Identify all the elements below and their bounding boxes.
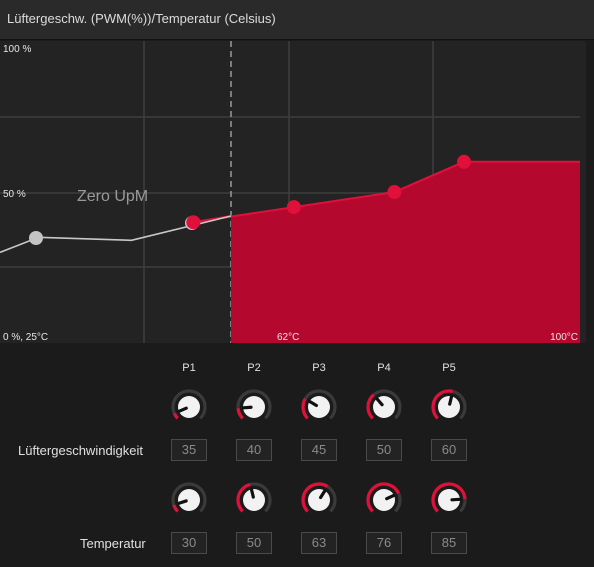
knob-dial [366, 389, 402, 420]
knob-level-arc [301, 398, 309, 420]
knob-dial [301, 389, 337, 420]
temp-knob-p5[interactable] [429, 480, 469, 520]
temp-value-p4[interactable]: 76 [366, 532, 402, 554]
temp-value-p5[interactable]: 85 [431, 532, 467, 554]
point-label-p2: P2 [247, 362, 261, 374]
knob-face [308, 396, 330, 418]
knob-dial [431, 482, 467, 513]
knob-face [178, 489, 200, 511]
knob-face [438, 396, 460, 418]
knob-indicator [375, 397, 384, 407]
knob-dial [366, 482, 402, 513]
knob-indicator [241, 405, 253, 410]
zero-rpm-label: Zero UpM [77, 188, 148, 205]
knob-face [373, 489, 395, 511]
fan-speed-row-label: Lüftergeschwindigkeit [18, 443, 144, 458]
knob-face [308, 489, 330, 511]
point-label-p3: P3 [312, 362, 326, 374]
knob-indicator [448, 395, 454, 406]
temperature-row-label: Temperatur [80, 536, 146, 551]
knob-level-arc [366, 393, 375, 420]
temp-value-p1[interactable]: 30 [171, 532, 207, 554]
curve-point-p3[interactable] [286, 200, 301, 215]
speed-value-p5[interactable]: 60 [431, 439, 467, 461]
speed-knob-p1[interactable] [169, 387, 209, 427]
point-label-p4: P4 [377, 362, 391, 374]
window-title: Lüftergeschw. (PWM(%))/Temperatur (Celsi… [7, 11, 276, 26]
knob-level-arc [301, 482, 329, 513]
knob-level-arc [172, 412, 179, 420]
knob-track [171, 389, 207, 420]
title-bar: Lüftergeschw. (PWM(%))/Temperatur (Celsi… [0, 0, 594, 40]
knob-dial [431, 389, 467, 420]
scrollbar-rail [586, 41, 594, 567]
knob-level-arc [236, 408, 244, 420]
speed-knob-p4[interactable] [364, 387, 404, 427]
knob-dial [171, 482, 207, 513]
x-tick-label-min: 0 %, 25°C [3, 332, 48, 343]
knob-track [171, 482, 207, 513]
temp-knob-p2[interactable] [234, 480, 274, 520]
fan-curve-area [193, 161, 581, 343]
x-tick-label-62: 62°C [277, 332, 299, 343]
speed-value-p4[interactable]: 50 [366, 439, 402, 461]
knob-face [243, 489, 265, 511]
knob-dial [301, 482, 337, 513]
x-tick-label-100: 100°C [550, 332, 578, 343]
knob-level-arc [431, 389, 454, 420]
knob-indicator [177, 406, 188, 413]
knob-level-arc [172, 504, 179, 513]
curve-point-p5[interactable] [457, 154, 471, 169]
knob-indicator [177, 499, 188, 505]
temp-value-p2[interactable]: 50 [236, 532, 272, 554]
knob-level-arc [236, 482, 251, 513]
knob-dial [236, 482, 272, 513]
zero-rpm-point-1 [29, 231, 43, 245]
speed-knob-p5[interactable] [429, 387, 469, 427]
temp-knob-p4[interactable] [364, 480, 404, 520]
speed-value-p2[interactable]: 40 [236, 439, 272, 461]
temp-value-p3[interactable]: 63 [301, 532, 337, 554]
speed-value-p1[interactable]: 35 [171, 439, 207, 461]
speed-knob-p2[interactable] [234, 387, 274, 427]
fan-curve-chart[interactable]: 100 % 50 % 0 %, 25°C 62°C 100°C Zero UpM [0, 41, 586, 343]
knob-dial [171, 389, 207, 420]
knob-indicator [308, 400, 319, 408]
speed-knob-p3[interactable] [299, 387, 339, 427]
temp-knob-p3[interactable] [299, 480, 339, 520]
knob-indicator [385, 493, 396, 501]
knob-level-arc [431, 482, 467, 513]
speed-value-p3[interactable]: 45 [301, 439, 337, 461]
knob-dial [236, 389, 272, 420]
knob-indicator [249, 488, 255, 499]
knob-face [438, 489, 460, 511]
zero-rpm-line [0, 215, 232, 254]
y-tick-label-50: 50 % [3, 189, 26, 200]
knob-indicator [319, 489, 327, 500]
point-label-p5: P5 [442, 362, 456, 374]
point-label-p1: P1 [182, 362, 196, 374]
knob-face [243, 396, 265, 418]
knob-level-arc [366, 482, 400, 513]
knob-face [178, 396, 200, 418]
curve-point-p4[interactable] [387, 185, 402, 199]
curve-point-p2[interactable] [186, 215, 201, 230]
temp-knob-p1[interactable] [169, 480, 209, 520]
y-tick-label-100: 100 % [3, 44, 31, 55]
